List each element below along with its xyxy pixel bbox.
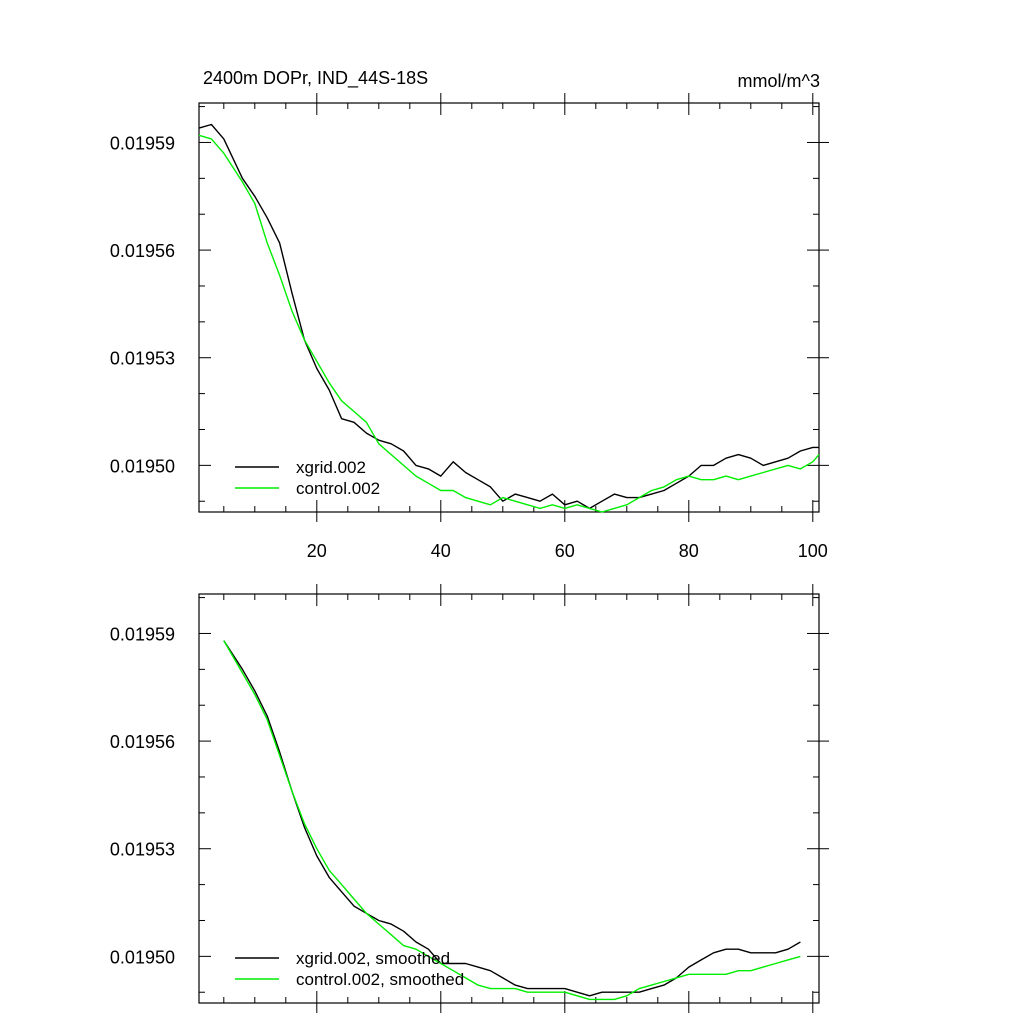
legend-label: control.002 [296,479,380,498]
top-panel: 20 40 60 80 100 0.01959 0.01956 0.01953 0.01950 x… [110,93,829,561]
y-tick-label: 0.01953 [110,840,175,860]
series-line-control [223,640,801,1001]
y-tick-label: 0.01959 [110,624,175,644]
series-line-xgrid [223,640,801,997]
chart-title: 2400m DOPr, IND_44S-18S [203,68,428,89]
plot-frame [198,102,820,513]
y-tick-label: 0.01956 [110,241,175,261]
y-tick-label: 0.01959 [110,133,175,153]
y-tick-label: 0.01950 [110,456,175,476]
x-tick-label: 60 [555,541,575,561]
x-tick-label: 100 [798,541,828,561]
legend-label: xgrid.002 [296,458,366,477]
x-tick-label: 20 [307,541,327,561]
series-line-control [198,134,820,513]
y-tick-label: 0.01956 [110,732,175,752]
y-tick-label: 0.01953 [110,349,175,369]
legend-label: xgrid.002, smoothed [296,949,450,968]
series-line-xgrid [198,123,819,510]
y-tick-label: 0.01950 [110,947,175,967]
units-label: mmol/m^3 [738,71,820,91]
x-tick-label: 80 [679,541,699,561]
plot-frame [198,593,820,1004]
x-tick-label: 40 [431,541,451,561]
bottom-panel: 0.01959 0.01956 0.01953 0.01950 xgrid.002, s… [110,584,829,1013]
legend-label: control.002, smoothed [296,970,464,989]
